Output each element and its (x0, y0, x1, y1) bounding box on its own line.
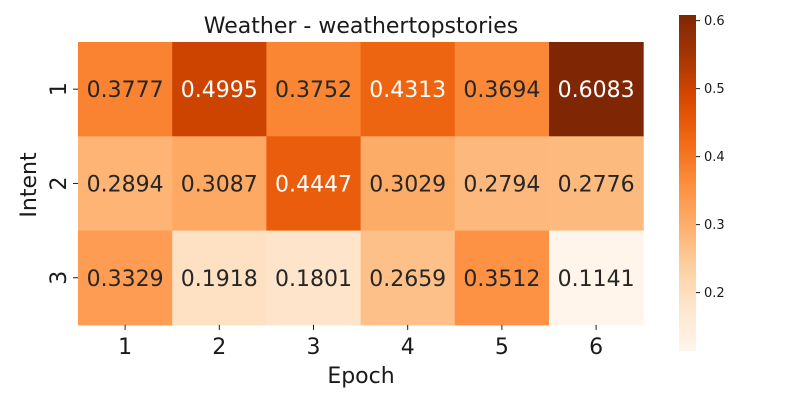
cell-value-label: 0.3029 (369, 172, 446, 197)
cell-value-label: 0.3694 (463, 78, 540, 103)
x-tick-label: 5 (495, 335, 509, 360)
cell-value-label: 0.6083 (558, 78, 635, 103)
colorbar-tick-label: 0.5 (704, 82, 725, 97)
cell-value-label: 0.2894 (87, 172, 164, 197)
colorbar-tick-label: 0.3 (704, 218, 725, 233)
heatmap-cell (172, 42, 267, 137)
x-tick-label: 3 (307, 335, 321, 360)
colorbar-ticks: 0.2 0.3 0.4 0.5 0.6 (696, 14, 725, 301)
colorbar-tick-label: 0.6 (704, 14, 725, 29)
x-tick-label: 4 (401, 335, 415, 360)
cell-value-label: 0.3512 (463, 267, 540, 292)
heatmap-cell (454, 42, 550, 137)
heatmap-cell (549, 42, 644, 137)
cell-value-label: 0.3777 (87, 78, 164, 103)
x-axis-label: Epoch (327, 364, 394, 389)
heatmap-cell (266, 136, 362, 232)
chart-title: Weather - weathertopstories (204, 14, 518, 39)
heatmap-cells: 0.3777 0.4995 0.3752 0.4313 0.3694 0.6083 0.28… (78, 42, 644, 326)
heatmap-cell (78, 230, 173, 326)
cell-value-label: 0.4313 (369, 78, 446, 103)
x-tick-label: 1 (118, 335, 132, 360)
cell-value-label: 0.2794 (463, 172, 540, 197)
x-tick-label: 6 (589, 335, 603, 360)
heatmap-cell (78, 42, 173, 137)
heatmap-cell (360, 42, 456, 137)
cell-value-label: 0.2659 (369, 267, 446, 292)
heatmap-cell (266, 230, 362, 326)
cell-value-label: 0.1918 (181, 267, 258, 292)
cell-value-label: 0.4447 (275, 172, 352, 197)
cell-value-label: 0.3329 (87, 267, 164, 292)
heatmap-cell (266, 42, 362, 137)
colorbar-tick-label: 0.2 (704, 286, 725, 301)
heatmap-cell (549, 230, 644, 326)
y-tick-label: 1 (47, 82, 72, 96)
heatmap-cell (360, 230, 456, 326)
cell-value-label: 0.3752 (275, 78, 352, 103)
heatmap-cell (78, 136, 173, 232)
heatmap-cell (172, 230, 267, 326)
colorbar (679, 15, 696, 351)
x-tick-label: 2 (212, 335, 226, 360)
heatmap-cell (454, 230, 550, 326)
x-axis-ticks: 1 2 3 4 5 6 (118, 324, 603, 360)
cell-value-label: 0.4995 (181, 78, 258, 103)
cell-value-label: 0.1801 (275, 267, 352, 292)
heatmap-cell (172, 136, 267, 232)
heatmap-cell (549, 136, 644, 232)
cell-value-label: 0.3087 (181, 172, 258, 197)
y-axis-label: Intent (17, 152, 42, 218)
y-tick-label: 2 (47, 176, 72, 190)
cell-value-label: 0.1141 (558, 267, 635, 292)
y-tick-label: 3 (47, 271, 72, 285)
heatmap-cell (454, 136, 550, 232)
y-axis-ticks: 1 2 3 (47, 82, 78, 285)
colorbar-tick-label: 0.4 (704, 150, 725, 165)
cell-value-label: 0.2776 (558, 172, 635, 197)
heatmap-cell (360, 136, 456, 232)
